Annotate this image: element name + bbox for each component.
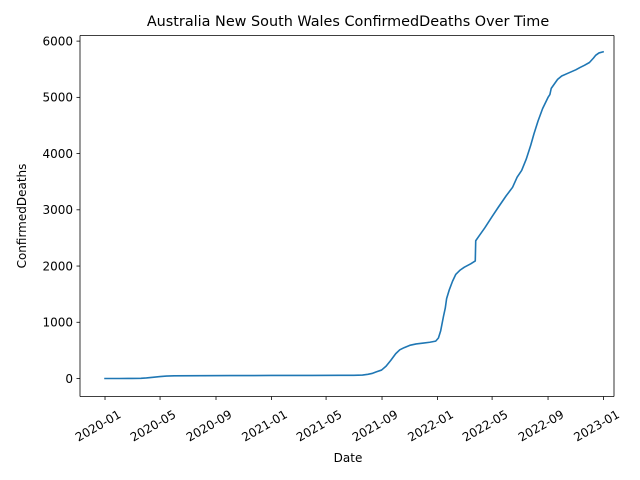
y-tick-label: 0 [65,372,73,386]
y-tick-label: 3000 [42,203,73,217]
y-tick-label: 1000 [42,316,73,330]
y-tick-label: 4000 [42,147,73,161]
y-tick-label: 5000 [42,91,73,105]
x-axis-label: Date [334,451,363,465]
y-axis-ticks: 0 1000 2000 3000 4000 5000 6000 [42,34,80,386]
series-line [104,50,605,380]
plot-frame [79,35,615,397]
y-tick-label: 6000 [42,34,73,48]
y-axis-label: ConfirmedDeaths [15,164,29,269]
chart-title: Australia New South Wales ConfirmedDeath… [147,14,549,30]
y-tick-label: 2000 [42,259,73,273]
